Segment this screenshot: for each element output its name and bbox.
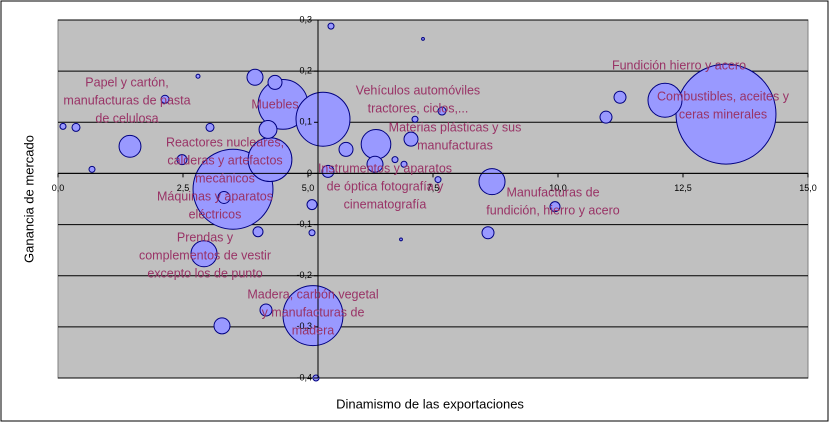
bubble: [434, 176, 442, 184]
bubble: [421, 37, 425, 41]
annotation: Madera, carbón vegetal: [247, 287, 378, 301]
bubble: [366, 155, 384, 173]
bubble: [481, 226, 495, 240]
bubble: [118, 134, 142, 158]
bubble: [599, 110, 613, 124]
x-tick-label: 5,0: [302, 183, 315, 193]
annotation: Papel y cartón,: [85, 75, 168, 89]
annotation: Materias plásticas y sus: [389, 120, 522, 134]
annotation: Instrumentos y aparatos: [318, 161, 452, 175]
annotation: manufacturas de pasta: [63, 93, 190, 107]
y-tick-label: 0,3: [299, 14, 312, 24]
annotation: manufacturas: [417, 138, 493, 152]
bubble: [246, 68, 264, 86]
x-tick-label: 10,0: [549, 183, 567, 193]
y-tick-label: -0,2: [296, 270, 312, 280]
y-tick-label: 0,2: [299, 66, 312, 76]
bubble: [338, 141, 354, 157]
bubble: [205, 122, 215, 132]
bubble: [647, 82, 683, 118]
bubble: [549, 201, 561, 213]
annotation: ceras minerales: [679, 107, 767, 121]
bubble: [71, 122, 81, 132]
annotation: eléctricos: [189, 207, 242, 221]
y-tick-label: 0,1: [299, 117, 312, 127]
annotation: tractores, ciclos,...: [368, 101, 469, 115]
bubble: [190, 240, 218, 268]
bubble: [306, 199, 318, 211]
x-tick-label: 12,5: [674, 183, 692, 193]
bubble: [176, 154, 188, 166]
bubble: [213, 317, 231, 335]
annotation: complementos de vestir: [139, 248, 271, 262]
x-axis-label: Dinamismo de las exportaciones: [336, 396, 524, 411]
annotation: Vehículos automóviles: [356, 83, 480, 97]
bubble: [400, 160, 408, 168]
bubble: [360, 128, 392, 160]
annotation: mecánicos: [195, 171, 255, 185]
bubble: [411, 115, 419, 123]
annotation: de celulosa: [95, 111, 158, 125]
y-tick-label: -0,4: [296, 372, 312, 382]
bubble: [59, 122, 67, 130]
x-tick-label: 2,5: [177, 183, 190, 193]
annotation: Reactores nucleares,: [166, 135, 284, 149]
bubble: [321, 164, 335, 178]
bubble: [160, 94, 170, 104]
annotation: de óptica fotografía y: [327, 179, 444, 193]
annotation: Muebles: [251, 97, 298, 111]
annotation: cinematografía: [344, 197, 427, 211]
annotation: Combustibles, aceites y: [657, 89, 790, 103]
bubble: [399, 237, 403, 242]
bubble: [437, 106, 447, 116]
bubble: [675, 63, 777, 165]
bubble: [267, 74, 283, 90]
bubble: [252, 226, 264, 238]
bubble: [308, 229, 316, 237]
annotation: fundición, hierro y acero: [486, 203, 619, 217]
annotation: Máquinas y aparatos: [157, 189, 273, 203]
annotation: calderas y artefactos: [167, 153, 282, 167]
bubble: [295, 91, 351, 147]
bubble: [613, 90, 627, 104]
annotation: Manufacturas de: [506, 185, 599, 199]
y-tick-label: -0,3: [296, 321, 312, 331]
annotation: Fundición hierro y acero: [612, 58, 746, 72]
x-tick-label: 0,0: [52, 183, 65, 193]
y-tick-label: 0: [307, 168, 312, 178]
x-tick-label: 7,5: [427, 183, 440, 193]
y-axis-label: Ganancia de mercado: [21, 135, 36, 263]
annotation: Prendas y: [177, 230, 234, 244]
bubble: [478, 168, 506, 196]
bubble: [282, 285, 344, 347]
bubble: [259, 303, 273, 317]
y-tick-label: -0,1: [296, 219, 312, 229]
bubble: [88, 165, 96, 173]
bubble: [403, 131, 419, 147]
annotation: madera: [292, 323, 334, 337]
annotation: y manufacturas de: [262, 305, 365, 319]
x-tick-label: 15,0: [799, 183, 817, 193]
bubble: [258, 120, 278, 139]
bubble: [217, 190, 231, 204]
bubble: [195, 73, 201, 79]
plot-area: [57, 19, 809, 379]
annotation: excepto los de punto: [147, 266, 262, 280]
bubble: [391, 156, 399, 164]
bubble: [327, 22, 335, 30]
